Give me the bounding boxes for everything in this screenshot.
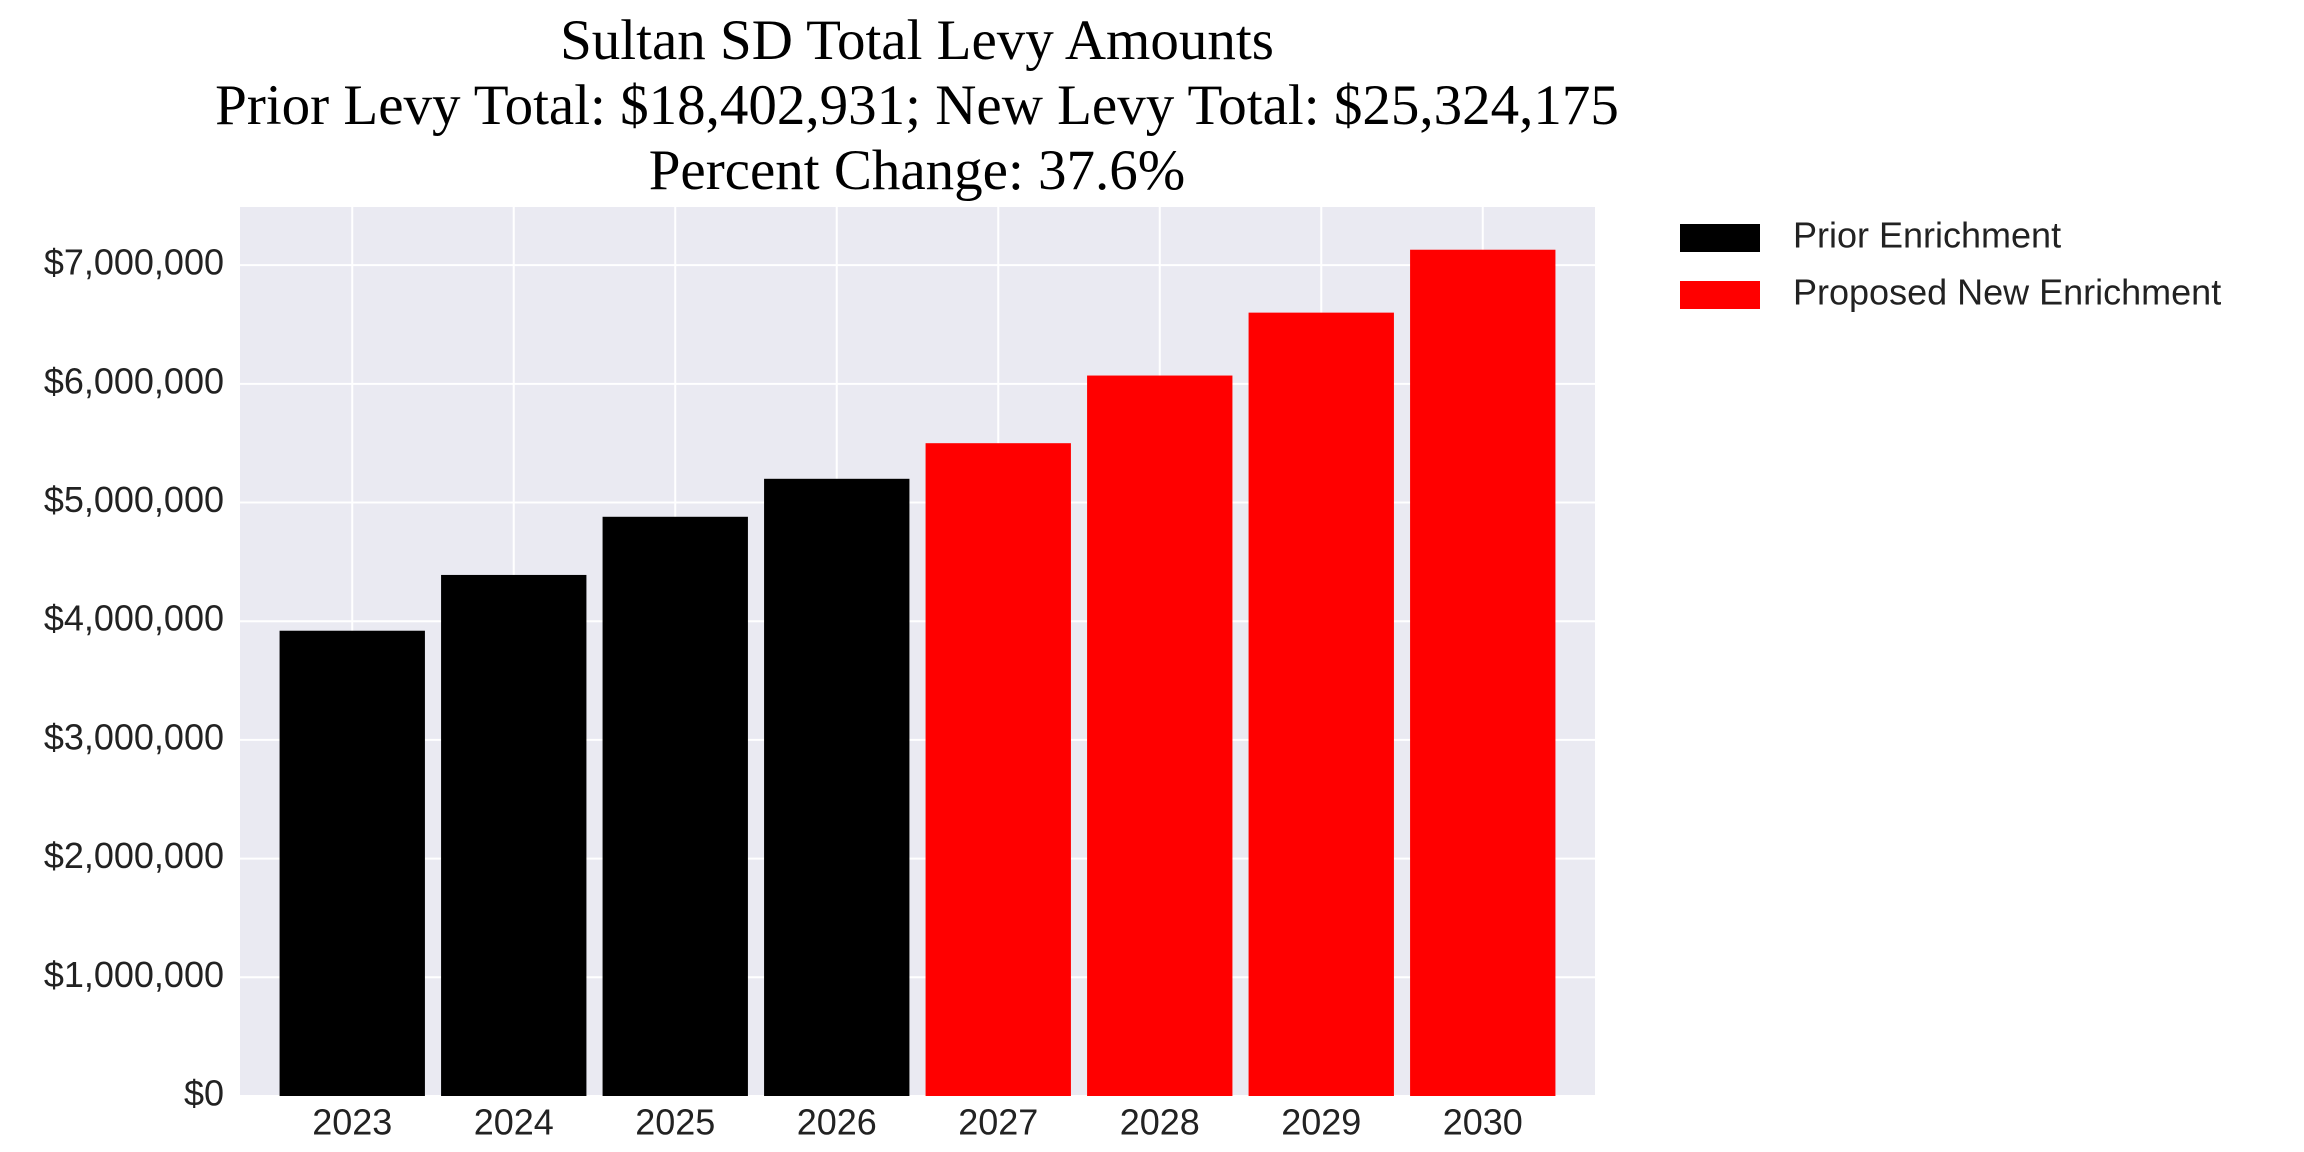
bar: [1087, 375, 1233, 1096]
legend-swatch: [1680, 281, 1760, 309]
y-tick-label: $4,000,000: [44, 598, 224, 639]
bar: [1248, 312, 1394, 1097]
y-tick-label: $2,000,000: [44, 835, 224, 876]
x-tick-label: 2029: [1281, 1102, 1361, 1143]
x-tick-label: 2026: [797, 1102, 877, 1143]
y-tick-label: $1,000,000: [44, 954, 224, 995]
x-tick-label: 2028: [1120, 1102, 1200, 1143]
x-tick-label: 2024: [474, 1102, 554, 1143]
chart-title: Sultan SD Total Levy Amounts: [560, 9, 1274, 72]
x-tick-label: 2023: [312, 1102, 392, 1143]
x-tick-label: 2030: [1443, 1102, 1523, 1143]
y-tick-label: $5,000,000: [44, 479, 224, 520]
bar: [602, 516, 748, 1096]
chart-subtitle: Prior Levy Total: $18,402,931; New Levy …: [215, 74, 1619, 137]
bar: [279, 630, 425, 1096]
y-tick-label: $3,000,000: [44, 716, 224, 757]
bar: [441, 574, 587, 1096]
legend-label: Proposed New Enrichment: [1793, 272, 2221, 313]
chart-subtitle: Percent Change: 37.6%: [649, 139, 1186, 202]
y-tick-label: $7,000,000: [44, 242, 224, 283]
y-tick-label: $0: [184, 1073, 224, 1114]
bar: [925, 443, 1071, 1096]
y-tick-label: $6,000,000: [44, 360, 224, 401]
legend-swatch: [1680, 224, 1760, 252]
bar: [764, 478, 910, 1097]
x-tick-label: 2027: [958, 1102, 1038, 1143]
x-tick-label: 2025: [635, 1102, 715, 1143]
legend-label: Prior Enrichment: [1793, 215, 2061, 256]
bar: [1410, 249, 1556, 1096]
